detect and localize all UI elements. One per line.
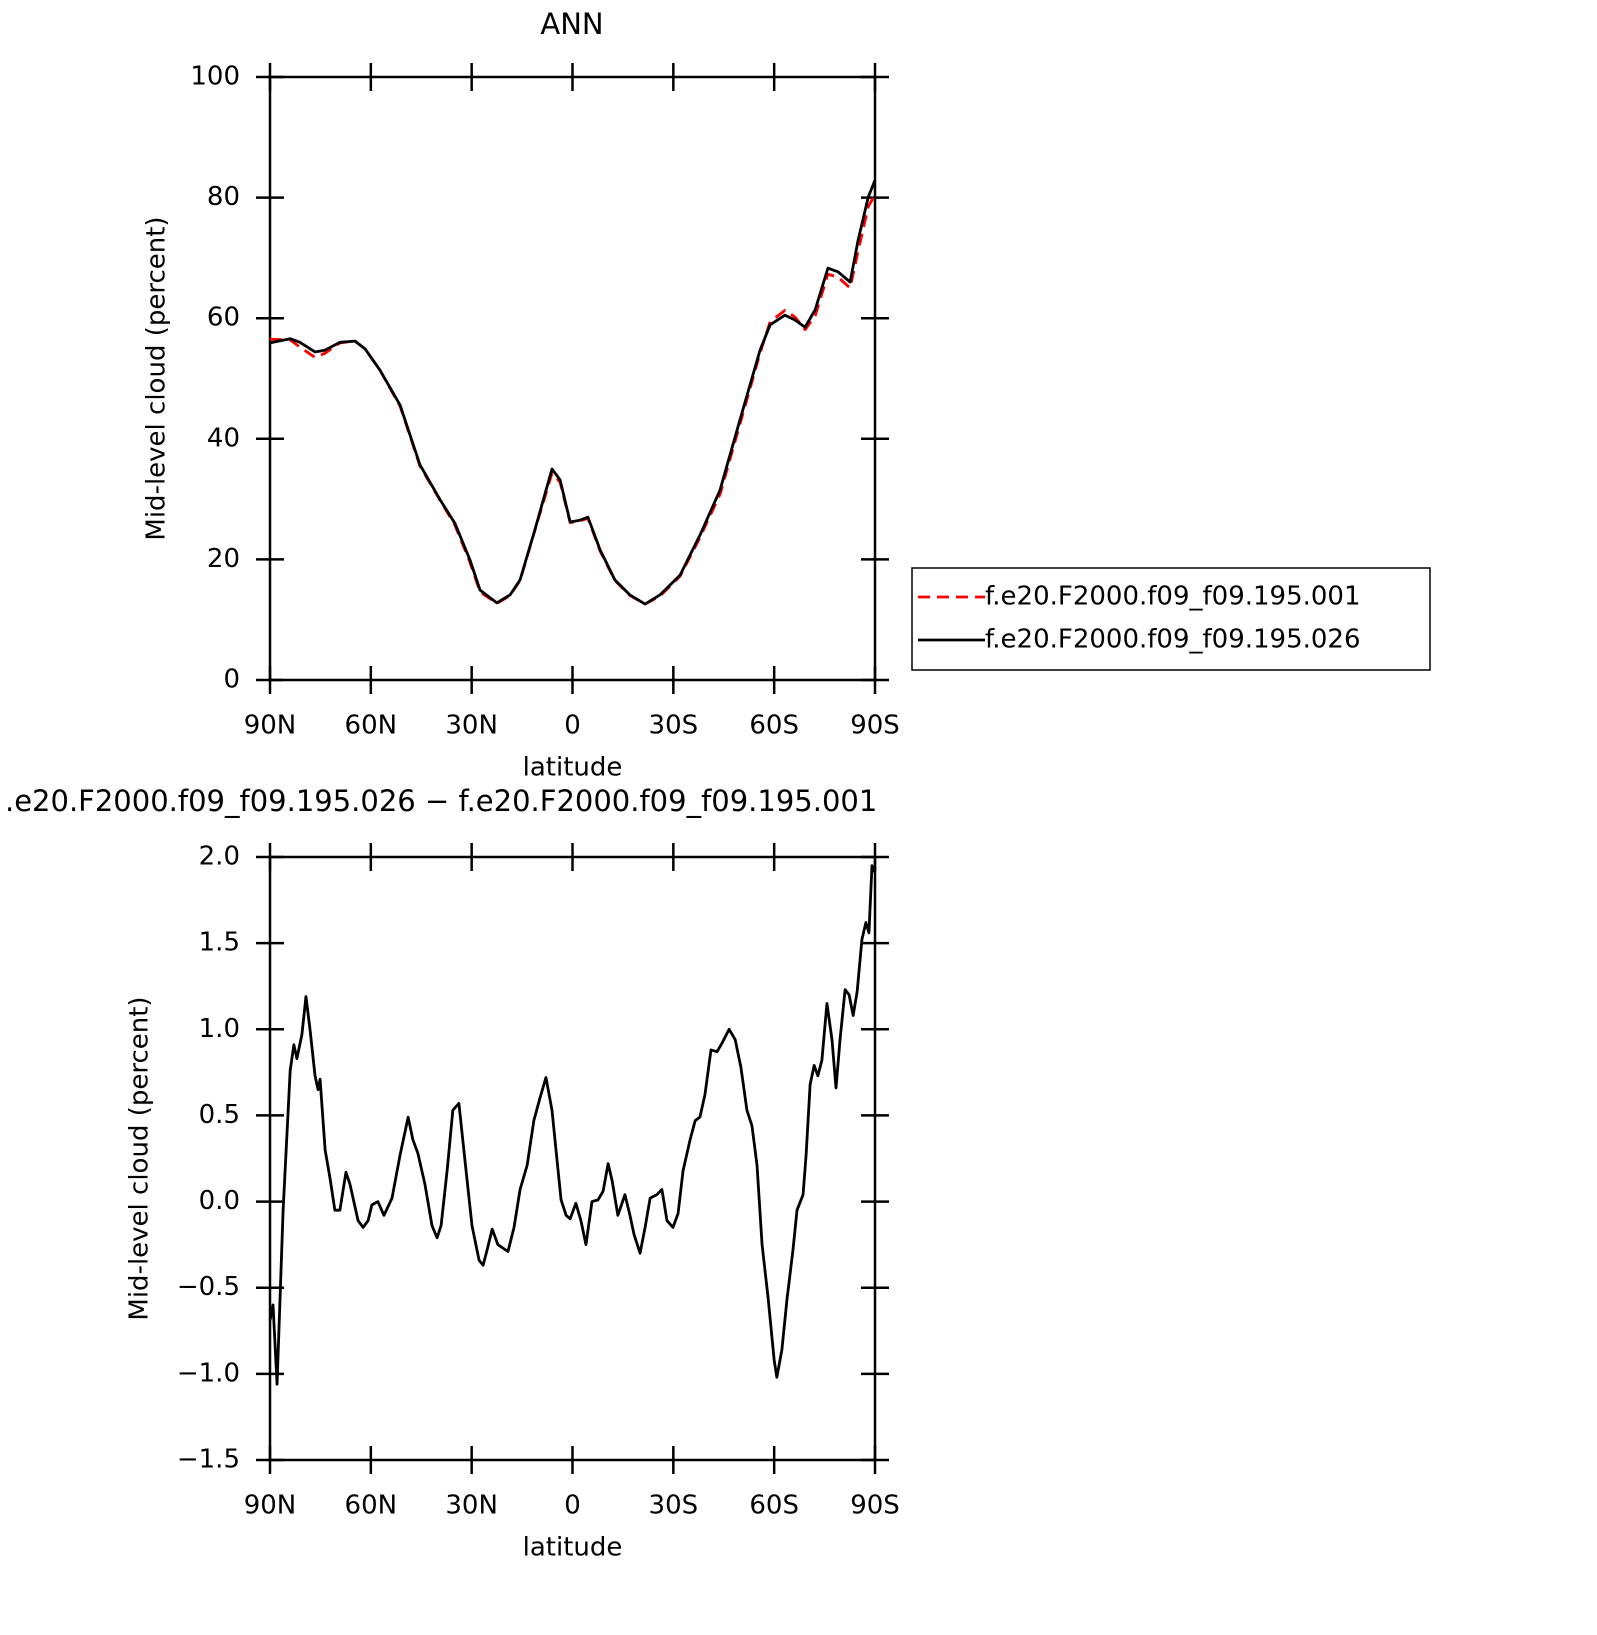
- chart-title: ANN: [540, 7, 603, 41]
- y-tick-label: 1.0: [199, 1014, 240, 1044]
- x-tick-label: 30N: [445, 711, 498, 741]
- legend-label: f.e20.F2000.f09_f09.195.001: [985, 582, 1361, 612]
- chart-title: .e20.F2000.f09_f09.195.026 − f.e20.F2000…: [5, 784, 877, 818]
- y-tick-label: −1.5: [177, 1445, 240, 1475]
- y-tick-label: 80: [207, 182, 240, 212]
- data-line: [268, 864, 877, 1386]
- x-tick-label: 90S: [850, 1491, 900, 1521]
- y-tick-label: 0.5: [199, 1100, 240, 1130]
- x-tick-label: 90N: [244, 711, 297, 741]
- x-tick-label: 0: [564, 1491, 581, 1521]
- y-tick-label: 0: [223, 665, 240, 695]
- legend-label: f.e20.F2000.f09_f09.195.026: [985, 625, 1361, 655]
- x-tick-label: 30N: [445, 1491, 498, 1521]
- data-line: [269, 179, 877, 606]
- x-tick-label: 60S: [749, 711, 799, 741]
- y-axis-label: Mid-level cloud (percent): [142, 216, 172, 540]
- x-tick-label: 90N: [244, 1491, 297, 1521]
- plot-frame: [268, 855, 877, 1462]
- y-tick-label: 100: [190, 62, 240, 92]
- legend-box: [911, 567, 1431, 671]
- y-tick-label: 2.0: [199, 842, 240, 872]
- x-tick-label: 90S: [850, 711, 900, 741]
- y-tick-label: 40: [207, 423, 240, 453]
- x-tick-label: 30S: [649, 1491, 699, 1521]
- y-tick-label: 1.5: [199, 928, 240, 958]
- x-axis-label: latitude: [523, 753, 623, 783]
- plot-frame: [268, 75, 877, 682]
- y-tick-label: 20: [207, 544, 240, 574]
- x-axis-label: latitude: [523, 1533, 623, 1563]
- x-tick-label: 60N: [345, 711, 398, 741]
- y-tick-label: −0.5: [177, 1272, 240, 1302]
- y-tick-label: 0.0: [199, 1186, 240, 1216]
- x-tick-label: 60N: [345, 1491, 398, 1521]
- y-tick-label: 60: [207, 303, 240, 333]
- y-axis-label: Mid-level cloud (percent): [125, 996, 155, 1320]
- x-tick-label: 60S: [749, 1491, 799, 1521]
- x-tick-label: 30S: [649, 711, 699, 741]
- y-tick-label: −1.0: [177, 1358, 240, 1388]
- data-line: [269, 193, 877, 606]
- x-tick-label: 0: [564, 711, 581, 741]
